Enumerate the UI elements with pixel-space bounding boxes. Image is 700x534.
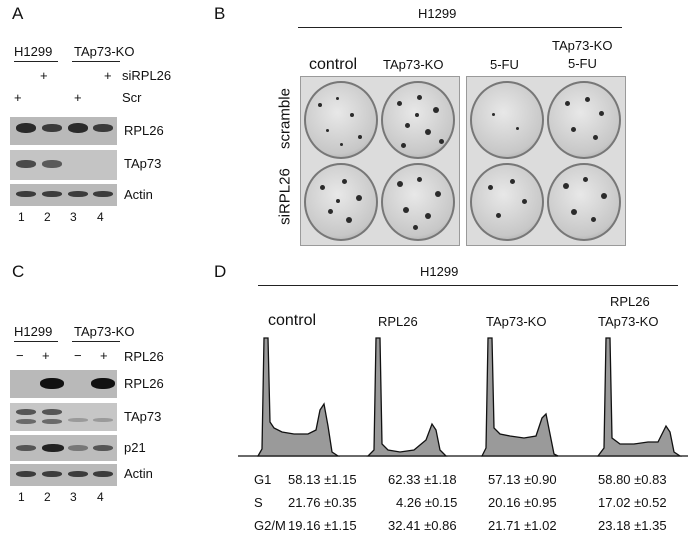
panel-a-group-tap73ko: TAp73-KO bbox=[74, 44, 135, 59]
panel-d-value: 23.18 ±1.35 bbox=[598, 518, 667, 533]
panel-b-plate-right bbox=[466, 76, 626, 246]
panel-d-value: 62.33 ±1.18 bbox=[388, 472, 457, 487]
colony-dish bbox=[470, 163, 544, 241]
panel-a-mark: + bbox=[14, 90, 22, 105]
panel-b-header-line bbox=[298, 27, 622, 28]
panel-a-blot-tap73 bbox=[10, 150, 117, 180]
panel-d-cell-line: H1299 bbox=[420, 264, 459, 279]
panel-d-condition-control: control bbox=[268, 312, 317, 329]
panel-c-lane-number: 1 bbox=[18, 490, 25, 504]
panel-d-value: 17.02 ±0.52 bbox=[598, 495, 667, 510]
panel-d-condition-rpl26: RPL26 bbox=[378, 314, 418, 329]
panel-d-condition-tap73ko: TAp73-KO bbox=[486, 314, 547, 329]
histogram-rpl26-tap73ko bbox=[596, 337, 683, 457]
panel-a-lane-number: 4 bbox=[97, 210, 104, 224]
panel-d-value: 4.26 ±0.15 bbox=[396, 495, 458, 510]
panel-a-blot-actin bbox=[10, 184, 117, 206]
panel-c-blot-actin bbox=[10, 464, 117, 486]
panel-b-col-5fu: 5-FU bbox=[490, 57, 519, 72]
panel-a-lane-number: 3 bbox=[70, 210, 77, 224]
panel-d-value: 20.16 ±0.95 bbox=[488, 495, 557, 510]
histogram-control bbox=[256, 337, 341, 457]
panel-b-col-tap73ko-5fu-line1: TAp73-KO bbox=[552, 38, 613, 53]
panel-c-mark: − bbox=[16, 348, 24, 363]
panel-c-lane-number: 2 bbox=[44, 490, 51, 504]
panel-c-blot-p21 bbox=[10, 435, 117, 461]
panel-b-col-tap73ko-5fu-line2: 5-FU bbox=[568, 56, 597, 71]
panel-c-letter: C bbox=[12, 262, 25, 281]
colony-dish bbox=[470, 81, 544, 159]
panel-a-blot-rpl26 bbox=[10, 117, 117, 145]
panel-d-phase-s: S bbox=[254, 495, 263, 510]
panel-d-phase-g1: G1 bbox=[254, 472, 272, 487]
panel-d-value: 32.41 ±0.86 bbox=[388, 518, 457, 533]
colony-dish bbox=[381, 163, 455, 241]
panel-d-value: 58.80 ±0.83 bbox=[598, 472, 667, 487]
panel-a-group-underline bbox=[72, 61, 120, 62]
panel-c-group-tap73ko: TAp73-KO bbox=[74, 324, 135, 339]
panel-c-group-h1299: H1299 bbox=[14, 324, 53, 339]
panel-a-blot-label-actin: Actin bbox=[124, 187, 153, 202]
panel-a-mark: + bbox=[104, 68, 112, 83]
panel-c-lane-number: 4 bbox=[97, 490, 104, 504]
panel-c-mark: − bbox=[74, 348, 82, 363]
panel-d-flow-histograms bbox=[238, 337, 688, 457]
colony-dish bbox=[304, 81, 378, 159]
panel-c-group-underline bbox=[72, 341, 120, 342]
panel-a-blot-label-rpl26: RPL26 bbox=[124, 123, 164, 138]
panel-c-mark: + bbox=[100, 348, 108, 363]
panel-c-group-underline bbox=[14, 341, 58, 342]
panel-a-row-label-sirpl26: siRPL26 bbox=[122, 68, 172, 83]
panel-a-blot-label-tap73: TAp73 bbox=[124, 156, 162, 171]
panel-b-col-control: control bbox=[309, 56, 358, 73]
histogram-rpl26 bbox=[366, 337, 448, 457]
panel-b-row-sirpl26: siRPL26 bbox=[276, 168, 294, 225]
panel-d-condition-combo-line1: RPL26 bbox=[610, 294, 650, 309]
panel-c-row-label-rpl26: RPL26 bbox=[124, 349, 164, 364]
panel-a-letter: A bbox=[12, 4, 24, 23]
panel-c-blot-rpl26 bbox=[10, 370, 117, 398]
histogram-tap73ko bbox=[480, 337, 559, 457]
panel-a-lane-number: 2 bbox=[44, 210, 51, 224]
panel-c-blot-label-actin: Actin bbox=[124, 466, 153, 481]
panel-d-value: 19.16 ±1.15 bbox=[288, 518, 357, 533]
panel-a-row-label-scr: Scr bbox=[122, 90, 142, 105]
panel-b-cell-line: H1299 bbox=[418, 6, 457, 21]
panel-a-group-h1299: H1299 bbox=[14, 44, 53, 59]
panel-b-row-scramble: scramble bbox=[276, 88, 294, 149]
panel-d-value: 57.13 ±0.90 bbox=[488, 472, 557, 487]
panel-b-col-tap73ko: TAp73-KO bbox=[383, 57, 444, 72]
panel-d-value: 21.71 ±1.02 bbox=[488, 518, 557, 533]
panel-c-blot-label-p21: p21 bbox=[124, 440, 146, 455]
panel-d-letter: D bbox=[214, 262, 227, 281]
colony-dish bbox=[547, 81, 621, 159]
panel-b-plate-left bbox=[300, 76, 460, 246]
panel-c-blot-label-rpl26: RPL26 bbox=[124, 376, 164, 391]
panel-c-mark: + bbox=[42, 348, 50, 363]
panel-a-lane-number: 1 bbox=[18, 210, 25, 224]
colony-dish bbox=[547, 163, 621, 241]
panel-b-letter: B bbox=[214, 4, 226, 23]
panel-d-value: 58.13 ±1.15 bbox=[288, 472, 357, 487]
colony-dish bbox=[381, 81, 455, 159]
panel-c-lane-number: 3 bbox=[70, 490, 77, 504]
panel-d-condition-combo-line2: TAp73-KO bbox=[598, 314, 659, 329]
panel-c-blot-label-tap73: TAp73 bbox=[124, 409, 162, 424]
panel-a-mark: + bbox=[40, 68, 48, 83]
panel-a-group-underline bbox=[14, 61, 58, 62]
panel-d-value: 21.76 ±0.35 bbox=[288, 495, 357, 510]
panel-d-header-line bbox=[258, 285, 678, 286]
colony-dish bbox=[304, 163, 378, 241]
panel-d-phase-g2m: G2/M bbox=[254, 518, 286, 533]
panel-c-blot-tap73 bbox=[10, 403, 117, 431]
panel-a-mark: + bbox=[74, 90, 82, 105]
